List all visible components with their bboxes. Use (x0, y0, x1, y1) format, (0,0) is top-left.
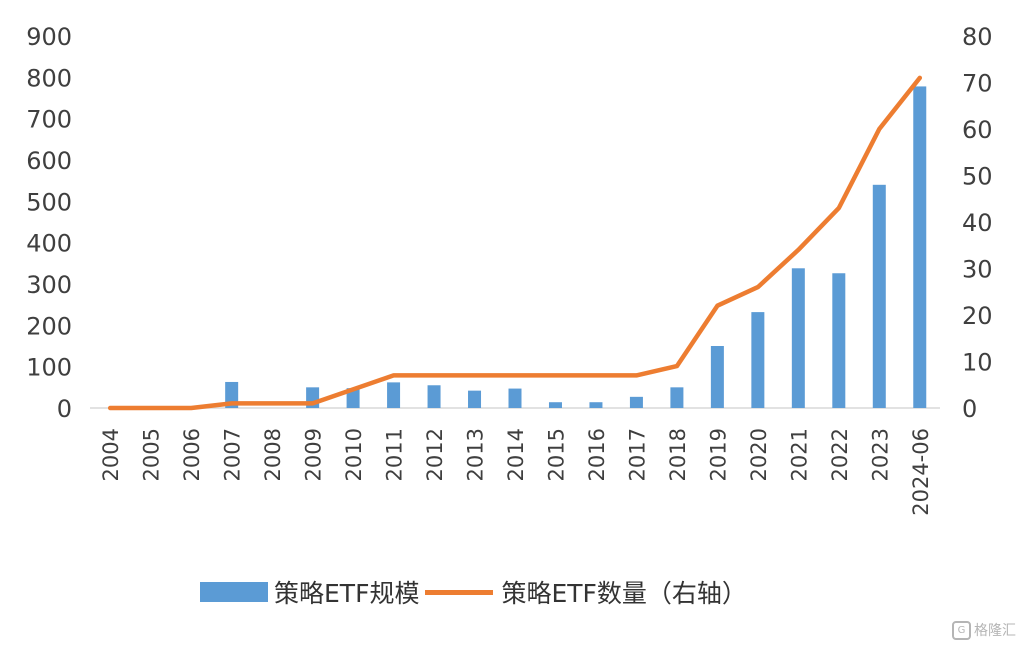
bar (913, 86, 927, 408)
bar (468, 390, 482, 408)
x-tick-label: 2010 (342, 428, 366, 481)
y-right-tick-label: 70 (962, 70, 993, 98)
x-tick-label: 2024-06 (909, 428, 933, 516)
legend-item-bar: 策略ETF规模 (200, 574, 419, 610)
bar (791, 268, 805, 408)
legend-line-label: 策略ETF数量（右轴） (501, 579, 747, 608)
x-tick-label: 2014 (504, 428, 528, 481)
bar (548, 402, 562, 408)
x-tick-label: 2017 (625, 428, 649, 481)
x-tick-label: 2005 (140, 428, 164, 481)
y-right-tick-label: 20 (962, 302, 993, 330)
bar (629, 396, 643, 408)
x-tick-label: 2015 (544, 428, 568, 481)
x-tick-label: 2004 (99, 428, 123, 481)
right-axis: 0 10 20 30 40 50 60 70 80 (962, 23, 993, 423)
x-axis: 2004 2005 2006 2007 2008 2009 2010 2011 2012 2013… (99, 428, 933, 516)
legend: 策略ETF规模 策略ETF数量（右轴） (200, 574, 753, 610)
x-tick-label: 2016 (585, 428, 609, 481)
bar (832, 273, 846, 408)
x-tick-label: 2012 (423, 428, 447, 481)
legend-line-swatch (425, 589, 494, 595)
bar (872, 184, 886, 408)
x-tick-label: 2011 (383, 428, 407, 481)
bar (589, 402, 603, 408)
y-left-tick-label: 600 (26, 147, 72, 175)
x-tick-label: 2022 (828, 428, 852, 481)
y-right-tick-label: 0 (962, 395, 977, 423)
y-right-tick-label: 10 (962, 349, 993, 377)
bar (346, 388, 360, 408)
left-axis: 0 100 200 300 400 500 600 700 800 900 (26, 23, 72, 423)
bar (751, 312, 765, 408)
watermark-text: 格隆汇 (974, 623, 1016, 639)
bar (387, 382, 401, 408)
series-line (107, 75, 923, 411)
bar (427, 385, 441, 408)
y-left-tick-label: 700 (26, 106, 72, 134)
y-left-tick-label: 200 (26, 312, 72, 340)
legend-bar-swatch (200, 582, 268, 602)
x-tick-label: 2009 (302, 428, 326, 481)
x-tick-label: 2023 (868, 428, 892, 481)
x-tick-label: 2019 (706, 428, 730, 481)
x-tick-label: 2018 (666, 428, 690, 481)
y-left-tick-label: 100 (26, 354, 72, 382)
watermark-logo-icon: G (952, 620, 971, 640)
x-tick-label: 2013 (464, 428, 488, 481)
y-right-tick-label: 60 (962, 116, 993, 144)
bar-series (225, 86, 927, 408)
bar (710, 346, 724, 408)
y-right-tick-label: 50 (962, 163, 993, 191)
x-tick-label: 2007 (221, 428, 245, 481)
bar (508, 388, 522, 408)
x-tick-label: 2006 (180, 428, 204, 481)
line-series (107, 75, 923, 411)
legend-item-line: 策略ETF数量（右轴） (425, 574, 747, 610)
y-left-tick-label: 0 (57, 395, 72, 423)
y-left-tick-label: 300 (26, 271, 72, 299)
x-tick-label: 2020 (747, 428, 771, 481)
y-right-tick-label: 30 (962, 256, 993, 284)
y-left-tick-label: 900 (26, 23, 72, 51)
x-tick-label: 2021 (787, 428, 811, 481)
watermark: G 格隆汇 (952, 620, 1016, 640)
y-left-tick-label: 500 (26, 188, 72, 216)
bar (670, 387, 684, 408)
y-right-tick-label: 40 (962, 209, 993, 237)
y-right-tick-label: 80 (962, 23, 993, 51)
chart: 0 100 200 300 400 500 600 700 800 900 0 10 20 30 40 50… (26, 23, 993, 516)
x-tick-label: 2008 (261, 428, 285, 481)
y-left-tick-label: 800 (26, 64, 72, 92)
y-left-tick-label: 400 (26, 230, 72, 258)
legend-bar-label: 策略ETF规模 (274, 579, 420, 608)
